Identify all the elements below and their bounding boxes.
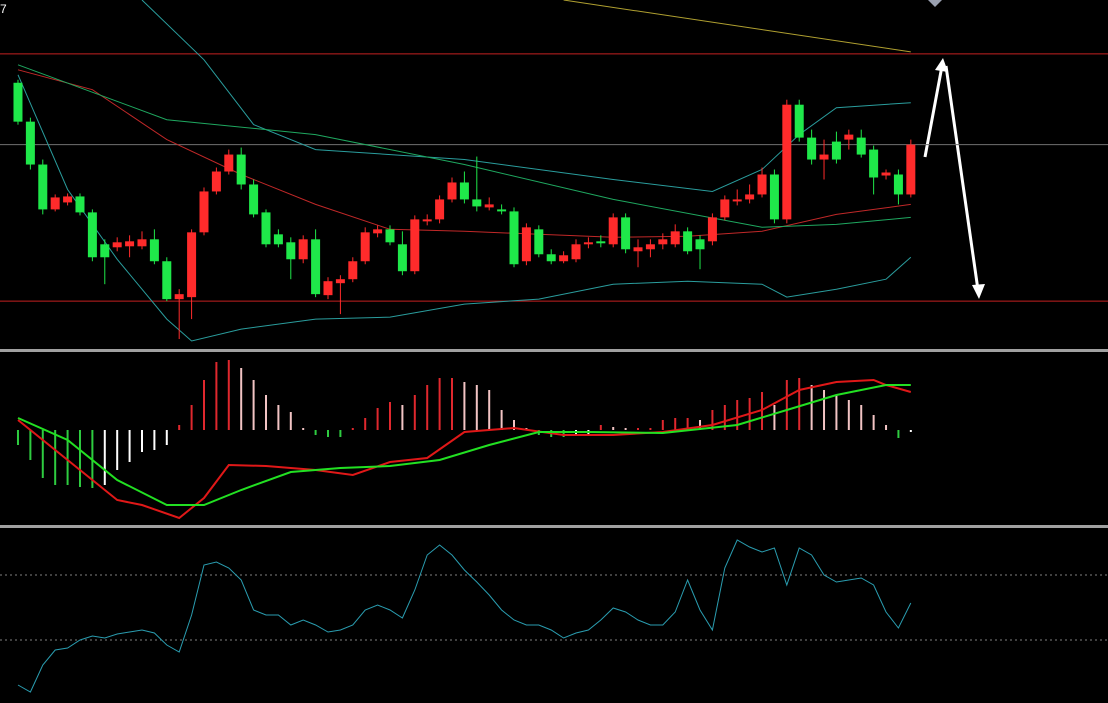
candle-body bbox=[187, 232, 197, 298]
candle-body bbox=[459, 182, 469, 200]
indicator-line bbox=[17, 378, 912, 520]
candle-body bbox=[373, 229, 383, 234]
candle-body bbox=[298, 239, 308, 260]
candle-body bbox=[695, 239, 705, 250]
candle-body bbox=[422, 219, 432, 222]
candle-body bbox=[819, 154, 829, 160]
marker-icon bbox=[928, 0, 942, 7]
indicator-line bbox=[17, 384, 911, 506]
candle-body bbox=[583, 242, 593, 245]
candle-body bbox=[807, 137, 817, 160]
candle-body bbox=[633, 247, 643, 252]
candle-body bbox=[87, 212, 97, 258]
candle-body bbox=[261, 212, 271, 245]
candle-body bbox=[447, 182, 457, 200]
indicator-line bbox=[17, 539, 912, 693]
candle-body bbox=[397, 244, 407, 272]
candle-body bbox=[162, 261, 172, 300]
candle-body bbox=[286, 242, 296, 260]
indicator-line bbox=[17, 64, 911, 228]
arrow-head bbox=[972, 284, 985, 299]
indicator-line bbox=[17, 74, 912, 342]
candle-body bbox=[410, 219, 420, 272]
corner-label: 7 bbox=[0, 2, 7, 16]
candle-body bbox=[360, 232, 370, 262]
candle-body bbox=[25, 121, 35, 165]
candle-body bbox=[856, 137, 866, 155]
arrow-line bbox=[944, 65, 980, 291]
candle-body bbox=[472, 199, 482, 207]
candle-body bbox=[323, 281, 333, 296]
candle-body bbox=[769, 174, 779, 220]
candle-body bbox=[149, 239, 159, 262]
candle-body bbox=[137, 239, 147, 247]
candle-body bbox=[893, 174, 903, 195]
arrow-line bbox=[923, 65, 944, 158]
candle-body bbox=[757, 174, 767, 195]
candle-body bbox=[869, 149, 879, 178]
candle-body bbox=[236, 154, 246, 185]
candle-body bbox=[732, 199, 742, 202]
candle-body bbox=[670, 231, 680, 245]
candle-body bbox=[596, 241, 606, 244]
candle-body bbox=[794, 104, 804, 138]
arrow-head bbox=[935, 58, 948, 72]
annotation-arrows bbox=[923, 58, 985, 299]
candle-body bbox=[311, 239, 321, 295]
candle-body bbox=[906, 144, 916, 195]
indicator-line bbox=[17, 69, 911, 238]
candle-body bbox=[112, 242, 122, 248]
candle-body bbox=[174, 294, 184, 300]
candle-body bbox=[335, 279, 345, 284]
candle-body bbox=[125, 241, 135, 247]
candle-body bbox=[831, 141, 841, 160]
candle-body bbox=[63, 196, 73, 203]
candle-body bbox=[211, 171, 221, 192]
candle-body bbox=[521, 227, 531, 262]
candle-body bbox=[720, 199, 730, 218]
candle-body bbox=[38, 164, 48, 210]
candle-body bbox=[199, 191, 209, 233]
candle-body bbox=[50, 197, 60, 210]
candle-body bbox=[249, 184, 259, 215]
candle-body bbox=[658, 239, 668, 245]
candle-body bbox=[435, 199, 445, 220]
candle-body bbox=[621, 217, 631, 250]
candle-body bbox=[782, 104, 792, 220]
indicator-line bbox=[141, 0, 911, 193]
candle-body bbox=[881, 172, 891, 176]
candle-body bbox=[683, 231, 693, 252]
candle-body bbox=[546, 254, 556, 262]
candle-body bbox=[559, 255, 569, 262]
candle-body bbox=[13, 82, 23, 122]
candle-body bbox=[608, 217, 618, 245]
candle-body bbox=[745, 194, 755, 200]
candle-body bbox=[75, 196, 85, 213]
candle-body bbox=[100, 244, 110, 258]
candle-body bbox=[385, 229, 395, 243]
candle-body bbox=[534, 229, 544, 255]
indicator-line bbox=[563, 0, 911, 53]
candle-body bbox=[844, 134, 854, 140]
candle-body bbox=[509, 211, 519, 265]
candle-body bbox=[224, 154, 234, 172]
candle-body bbox=[497, 209, 507, 212]
candle-body bbox=[273, 234, 283, 245]
candle-body bbox=[348, 261, 358, 280]
candle-body bbox=[645, 244, 655, 250]
candle-body bbox=[484, 204, 494, 208]
candle-body bbox=[707, 217, 717, 242]
candle-body bbox=[571, 244, 581, 260]
